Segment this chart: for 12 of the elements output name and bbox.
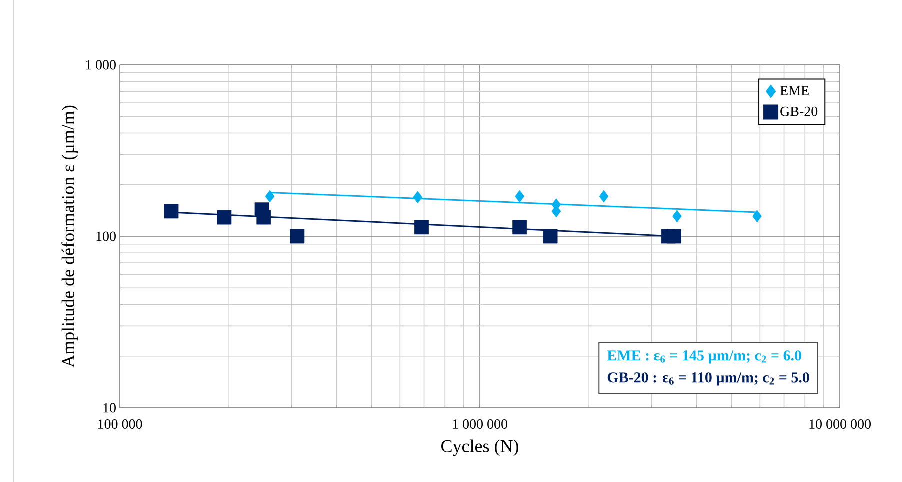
x-axis-title: Cycles (N) xyxy=(442,440,518,456)
y-tick-label: 100 xyxy=(96,232,116,242)
annotation: GB-20 : ε$_{6}$ = 110 µm/m; c$_{2}$ = 5.0 xyxy=(608,372,810,386)
x-tick-label: 100 000 xyxy=(98,420,142,429)
legend-label: GB-20 xyxy=(780,106,818,116)
y-axis-title: Amplitude de déformation ε (µm/m) xyxy=(62,106,78,368)
legend-label: EME xyxy=(780,86,809,96)
x-tick-label: 1 000 000 xyxy=(453,420,508,429)
x-tick-label: 10 000 000 xyxy=(810,420,871,429)
y-tick-label: 1 000 xyxy=(86,60,116,70)
annotation: EME : ε$_{6}$ = 145 µm/m; c$_{2}$ = 6.0 xyxy=(607,350,802,364)
y-tick-label: 10 xyxy=(104,403,116,413)
